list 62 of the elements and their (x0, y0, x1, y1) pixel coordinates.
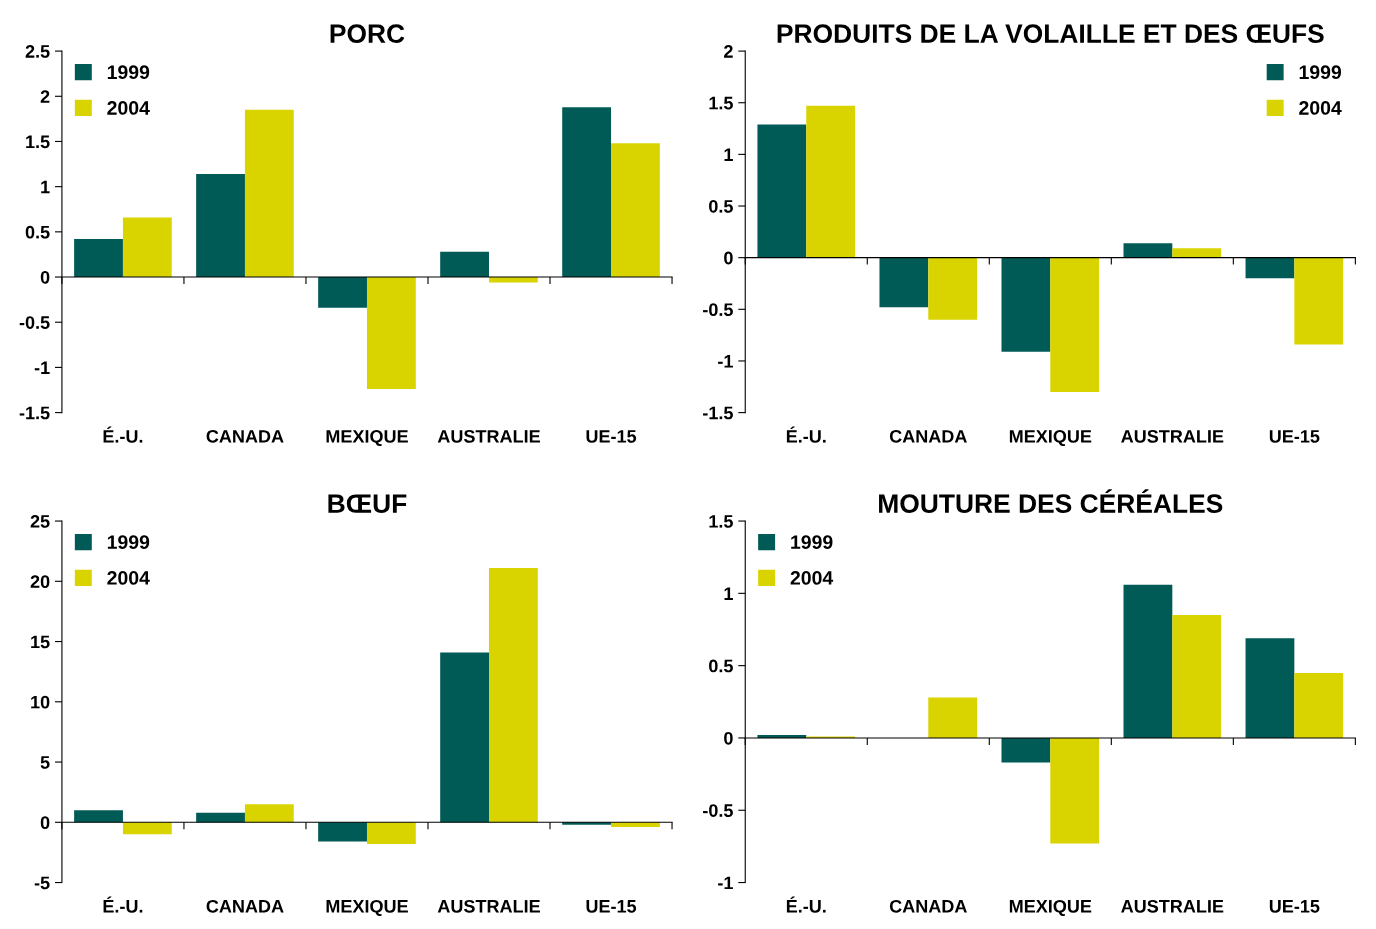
chart-title: PRODUITS DE LA VOLAILLE ET DES ŒUFS (777, 24, 1324, 44)
y-tick-label: 2 (40, 90, 50, 103)
y-tick-label: 20 (30, 575, 50, 589)
x-tick-label: É.-U. (786, 896, 826, 913)
x-tick-label: AUSTRALIE (1121, 899, 1224, 913)
y-tick-label: -1.5 (703, 406, 733, 420)
y-tick-label: 1 (41, 180, 50, 194)
x-tick-label: UE-15 (1269, 430, 1320, 443)
legend-label: 2004 (107, 101, 150, 115)
x-tick-label: UE-15 (1269, 900, 1320, 913)
y-tick-label: -5 (34, 876, 50, 890)
x-tick-label: MEXIQUE (1009, 429, 1092, 447)
x-tick-label: AUSTRALIE (437, 429, 540, 443)
x-tick-label: AUSTRALIE (1121, 429, 1224, 443)
y-tick-label: 0 (40, 816, 50, 830)
y-tick-label: -0.5 (703, 804, 733, 817)
x-tick-label: CANADA (206, 429, 284, 443)
y-tick-label: 0 (724, 251, 733, 265)
legend-label: 1999 (107, 65, 150, 80)
legend-label: 2004 (1299, 101, 1342, 115)
legend-label: 1999 (107, 535, 150, 550)
y-tick-label: -0.5 (19, 316, 50, 329)
x-tick-label: UE-15 (586, 430, 637, 443)
y-tick-label: -1 (718, 355, 733, 368)
y-tick-label: 2 (724, 45, 733, 58)
legend-label: 1999 (1299, 65, 1342, 80)
x-tick-label: CANADA (206, 899, 284, 913)
y-tick-label: 0.5 (709, 659, 733, 673)
y-tick-label: 15 (31, 635, 50, 649)
y-tick-label: 5 (40, 756, 50, 769)
y-tick-label: -1.5 (19, 406, 50, 420)
y-tick-label: 1.5 (709, 96, 733, 110)
y-tick-label: 0 (40, 270, 50, 284)
y-tick-label: 0.5 (709, 199, 733, 213)
y-tick-label: -1 (34, 361, 50, 374)
y-tick-label: 1.5 (709, 515, 733, 528)
y-tick-label: 25 (30, 514, 50, 528)
y-tick-label: 0 (724, 731, 733, 745)
y-tick-label: -1 (718, 876, 733, 890)
chart-title: BŒUF (328, 494, 407, 513)
y-tick-label: 2.5 (25, 45, 50, 58)
x-tick-label: MEXIQUE (1009, 899, 1092, 917)
x-tick-label: MEXIQUE (326, 429, 408, 447)
x-tick-label: CANADA (889, 899, 967, 913)
chart-title: PORC (330, 24, 405, 44)
y-tick-label: 1 (724, 148, 733, 161)
legend-label: 2004 (107, 571, 150, 585)
y-tick-label: 1.5 (26, 135, 50, 149)
legend-label: 2004 (790, 571, 834, 585)
y-tick-label: 10 (31, 695, 50, 709)
y-tick-label: -0.5 (703, 303, 733, 317)
x-tick-label: É.-U. (786, 426, 826, 443)
x-tick-label: MEXIQUE (326, 899, 408, 917)
x-tick-label: É.-U. (103, 896, 143, 913)
legend-label: 1999 (791, 535, 833, 550)
x-tick-label: É.-U. (103, 426, 143, 443)
x-tick-label: CANADA (889, 429, 967, 443)
y-tick-label: 0.5 (25, 225, 50, 239)
x-tick-label: AUSTRALIE (437, 899, 540, 913)
chart-title: MOUTURE DES CÉRÉALES (879, 489, 1223, 513)
x-tick-label: UE-15 (586, 900, 637, 913)
y-tick-label: 1 (724, 587, 733, 600)
